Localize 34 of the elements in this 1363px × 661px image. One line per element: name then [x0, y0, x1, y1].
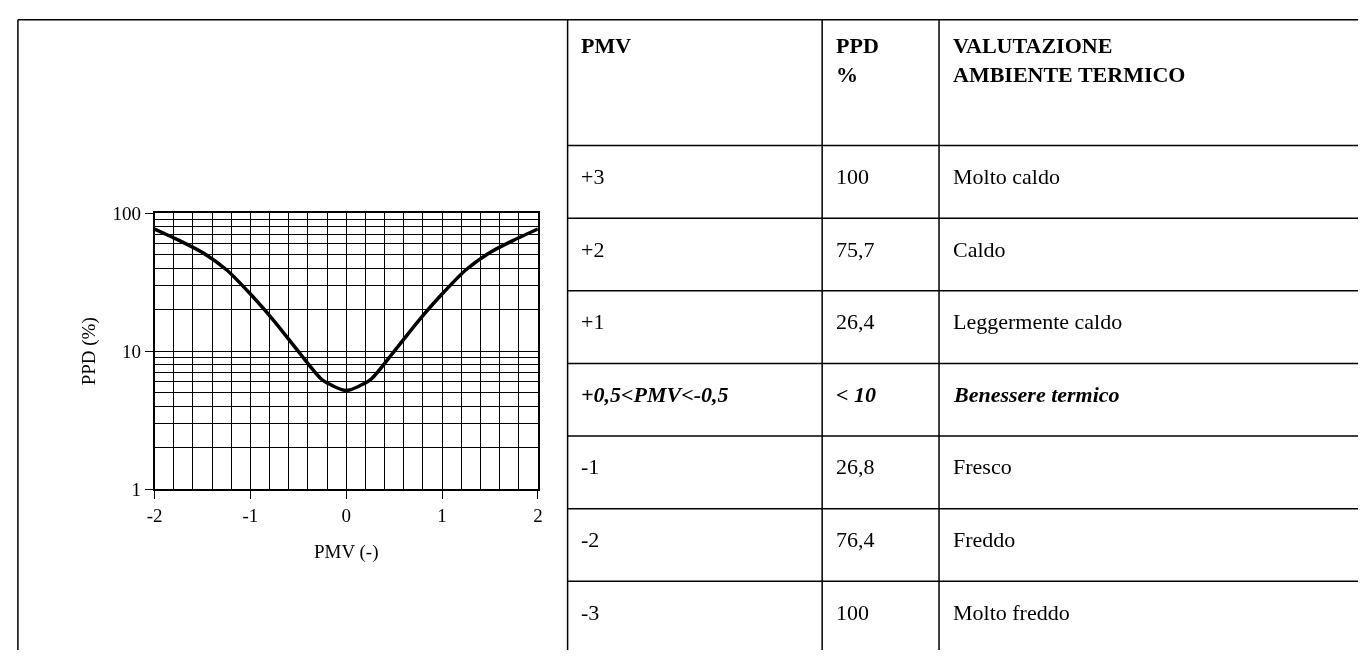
x-tick-label: -2 — [146, 504, 163, 526]
text: 100 — [836, 164, 869, 189]
text: 26,8 — [836, 454, 875, 479]
text: Leggermente caldo — [953, 309, 1123, 334]
text: -2 — [581, 527, 600, 552]
text: 75,7 — [836, 237, 875, 262]
text: PPD % — [836, 33, 879, 87]
text: -3 — [581, 600, 600, 625]
text: Freddo — [953, 527, 1016, 552]
text: Molto freddo — [953, 600, 1070, 625]
text: Benessere termico — [953, 382, 1120, 407]
text: Molto caldo — [953, 164, 1060, 189]
text: Fresco — [953, 454, 1012, 479]
x-axis-title: PMV (-) — [313, 541, 379, 564]
text: 76,4 — [836, 527, 875, 552]
text: +2 — [581, 237, 605, 262]
text: < 10 — [836, 382, 877, 407]
x-tick-label: 0 — [341, 504, 351, 526]
text: 100 — [836, 600, 869, 625]
x-tick-label: -1 — [242, 504, 259, 526]
text: +0,5<PMV<-0,5 — [581, 382, 729, 407]
text: -1 — [581, 454, 600, 479]
text: Caldo — [953, 237, 1006, 262]
text: PMV — [581, 33, 632, 58]
y-tick-label: 10 — [122, 340, 142, 362]
text: VALUTAZIONE AMBIENTE TERMICO — [953, 33, 1186, 87]
x-tick-label: 1 — [437, 504, 447, 526]
x-tick-label: 2 — [533, 504, 543, 526]
text: +1 — [581, 309, 605, 334]
y-tick-label: 100 — [112, 202, 142, 224]
y-axis-title: PPD (%) — [77, 317, 100, 386]
text: +3 — [581, 164, 605, 189]
y-tick-label: 1 — [131, 478, 142, 500]
text: 26,4 — [836, 309, 875, 334]
